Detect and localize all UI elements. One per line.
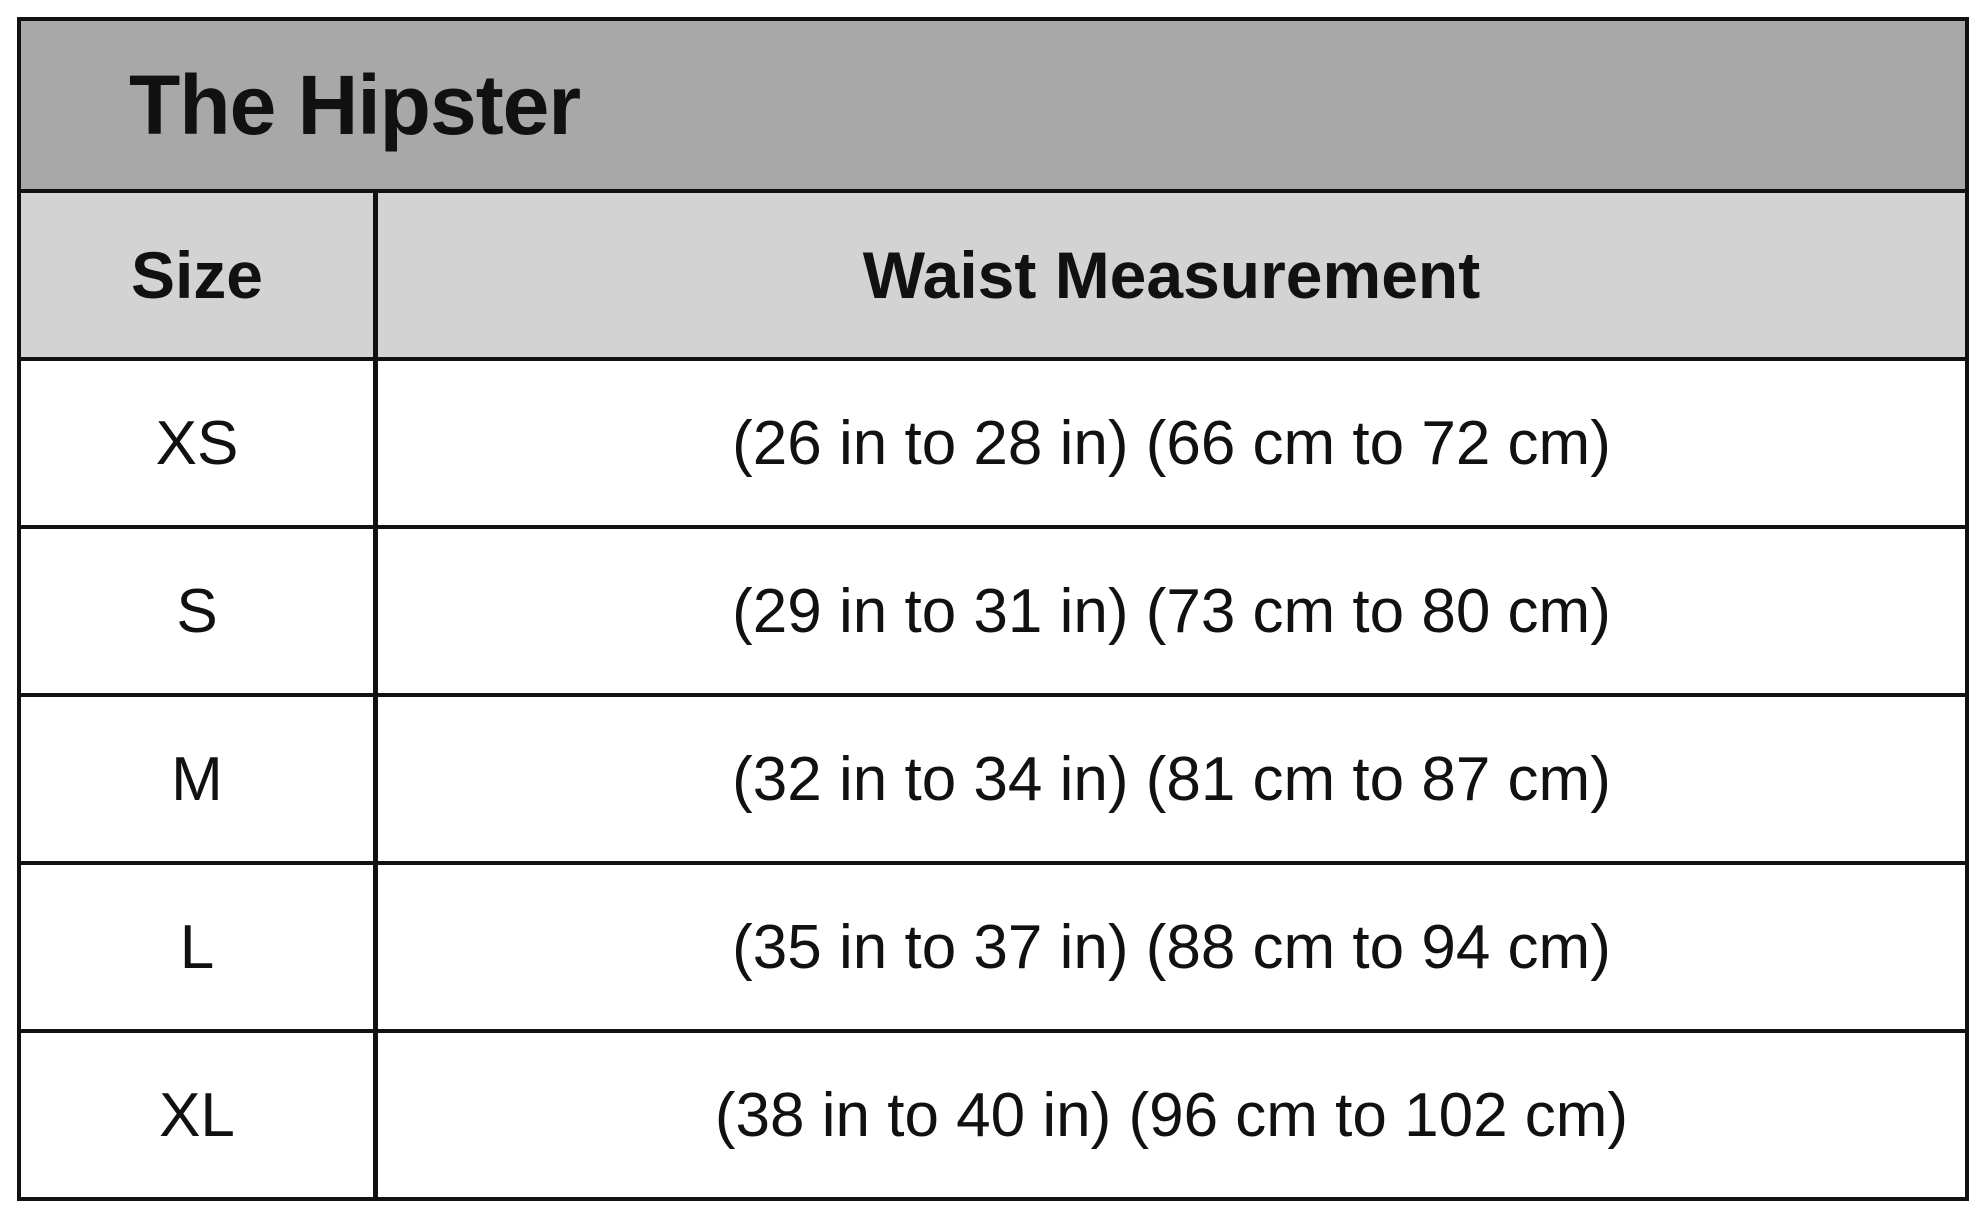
size-cell: M [21,697,378,861]
waist-cell: (38 in to 40 in) (96 cm to 102 cm) [714,1080,1629,1150]
size-cell: L [21,865,378,1029]
size-chart-table: The Hipster Size Waist Measurement XS (2… [17,17,1969,1201]
table-title: The Hipster [21,21,1965,193]
table-row: L (35 in to 37 in) (88 cm to 94 cm) [21,865,1965,1033]
size-cell: XS [21,361,378,525]
table-row: S (29 in to 31 in) (73 cm to 80 cm) [21,529,1965,697]
size-cell: XL [21,1033,378,1197]
header-size: Size [21,193,378,357]
table-row: XL (38 in to 40 in) (96 cm to 102 cm) [21,1033,1965,1197]
table-row: XS (26 in to 28 in) (66 cm to 72 cm) [21,361,1965,529]
waist-cell: (32 in to 34 in) (81 cm to 87 cm) [732,744,1611,814]
header-waist: Waist Measurement [862,238,1481,312]
size-cell: S [21,529,378,693]
table-row: M (32 in to 34 in) (81 cm to 87 cm) [21,697,1965,865]
header-row: Size Waist Measurement [21,193,1965,361]
waist-cell: (29 in to 31 in) (73 cm to 80 cm) [732,576,1611,646]
waist-cell: (26 in to 28 in) (66 cm to 72 cm) [732,408,1611,478]
waist-cell: (35 in to 37 in) (88 cm to 94 cm) [732,912,1611,982]
